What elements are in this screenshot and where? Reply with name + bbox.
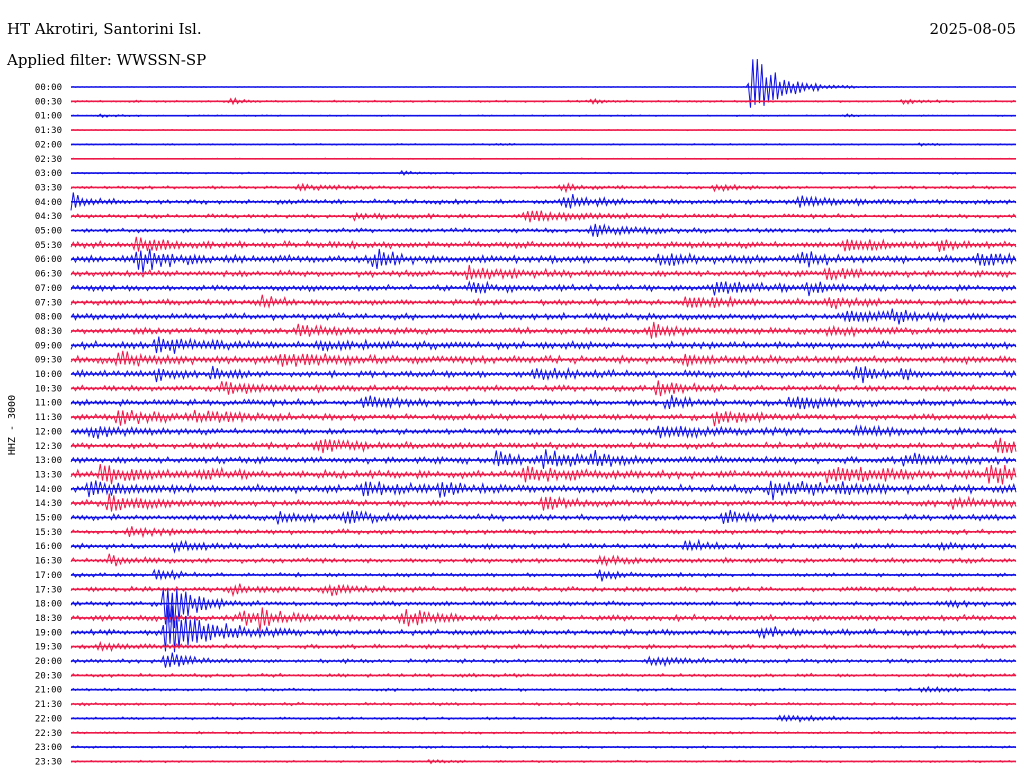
time-tick-label: 00:00	[35, 83, 62, 93]
channel-label: HHZ - 3000	[7, 395, 18, 455]
time-tick-label: 12:30	[35, 442, 62, 452]
time-tick-label: 05:30	[35, 241, 62, 251]
time-tick-label: 23:00	[35, 743, 62, 753]
seismic-trace	[70, 336, 1017, 354]
time-tick-label: 13:00	[35, 456, 62, 466]
time-tick-label: 18:30	[35, 614, 62, 624]
time-tick-label: 16:30	[35, 557, 62, 567]
time-tick-label: 12:00	[35, 427, 62, 437]
seismic-trace	[70, 409, 1017, 427]
seismic-trace	[70, 236, 1017, 253]
time-tick-group: 00:00 00:30 01:00 01:30 02:00 02:30 03:00 03:30…	[35, 83, 62, 767]
date-label: 2025-08-05	[929, 20, 1016, 38]
time-tick-label: 10:00	[35, 370, 62, 380]
seismic-trace	[70, 192, 1017, 211]
time-tick-label: 00:30	[35, 97, 62, 107]
seismic-trace	[70, 280, 1017, 297]
seismic-trace	[70, 248, 1017, 273]
seismic-trace	[70, 365, 1017, 384]
time-tick-label: 01:30	[35, 126, 62, 136]
seismic-trace	[70, 538, 1017, 554]
time-tick-label: 05:00	[35, 227, 62, 237]
time-tick-label: 22:30	[35, 729, 62, 739]
time-tick-label: 07:00	[35, 284, 62, 294]
time-tick-label: 22:00	[35, 714, 62, 724]
filter-label: Applied filter: WWSSN-SP	[7, 51, 207, 69]
time-tick-label: 08:30	[35, 327, 62, 337]
time-tick-label: 20:00	[35, 657, 62, 667]
time-tick-label: 03:30	[35, 183, 62, 193]
time-tick-label: 03:00	[35, 169, 62, 179]
time-tick-label: 04:30	[35, 212, 62, 222]
trace-group	[70, 58, 1017, 765]
seismic-trace	[70, 652, 1017, 668]
seismic-trace	[70, 210, 1017, 223]
seismic-trace	[70, 380, 1017, 397]
seismic-trace	[70, 509, 1017, 525]
time-tick-label: 14:30	[35, 499, 62, 509]
time-tick-label: 21:30	[35, 700, 62, 710]
time-tick-label: 20:30	[35, 671, 62, 681]
time-tick-label: 16:00	[35, 542, 62, 552]
time-tick-label: 06:00	[35, 255, 62, 265]
time-tick-label: 06:30	[35, 270, 62, 280]
time-tick-label: 07:30	[35, 298, 62, 308]
time-tick-label: 19:30	[35, 643, 62, 653]
time-tick-label: 08:00	[35, 313, 62, 323]
seismic-trace	[70, 223, 1017, 237]
time-tick-label: 01:00	[35, 112, 62, 122]
seismic-trace	[70, 589, 1017, 629]
time-tick-label: 02:00	[35, 140, 62, 150]
seismic-trace	[70, 607, 1017, 632]
time-tick-label: 09:30	[35, 356, 62, 366]
seismic-trace	[70, 480, 1017, 501]
time-tick-label: 15:30	[35, 528, 62, 538]
time-tick-label: 17:30	[35, 585, 62, 595]
time-tick-label: 14:00	[35, 485, 62, 495]
time-tick-label: 02:30	[35, 155, 62, 165]
time-tick-label: 17:00	[35, 571, 62, 581]
seismic-trace	[70, 526, 1017, 539]
seismic-trace	[70, 437, 1017, 454]
time-tick-label: 11:30	[35, 413, 62, 423]
seismic-trace	[70, 640, 1017, 653]
seismic-trace	[70, 264, 1017, 281]
seismic-trace	[70, 493, 1017, 512]
seismic-trace	[70, 449, 1017, 469]
time-tick-label: 11:00	[35, 399, 62, 409]
seismic-trace	[70, 553, 1017, 567]
seismic-trace	[70, 350, 1017, 367]
time-tick-label: 09:00	[35, 341, 62, 351]
time-tick-label: 10:30	[35, 384, 62, 394]
time-tick-label: 23:30	[35, 757, 62, 767]
seismic-trace	[70, 394, 1017, 410]
seismic-trace	[70, 424, 1017, 440]
time-tick-label: 13:30	[35, 470, 62, 480]
seismic-trace	[70, 604, 1017, 653]
time-tick-label: 04:00	[35, 198, 62, 208]
station-title: HT Akrotiri, Santorini Isl.	[7, 20, 202, 38]
time-tick-label: 21:00	[35, 686, 62, 696]
time-tick-label: 18:00	[35, 600, 62, 610]
seismic-trace	[70, 464, 1017, 485]
seismic-trace	[70, 294, 1017, 310]
time-tick-label: 15:00	[35, 514, 62, 524]
time-tick-label: 19:00	[35, 628, 62, 638]
seismic-trace	[70, 321, 1017, 339]
